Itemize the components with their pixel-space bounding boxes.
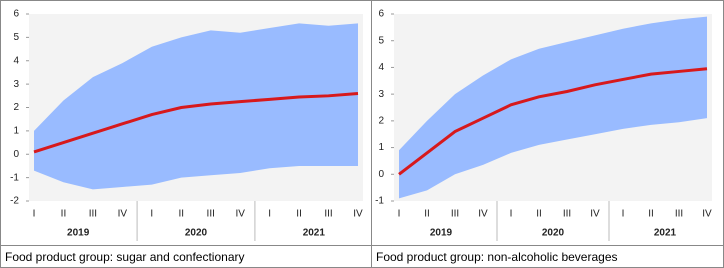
x-tick-label: IV bbox=[353, 209, 363, 220]
central-line bbox=[33, 91, 359, 154]
year-label: 2020 bbox=[542, 228, 565, 239]
panel: -2 -1 0 1 2 3 4 5 6 I II III IV I II III IV I II III IV 2019 2… bbox=[1, 1, 372, 267]
x-tick-label: II bbox=[648, 209, 654, 220]
x-tick-label: III bbox=[563, 209, 571, 220]
x-tick-label: I bbox=[150, 209, 153, 220]
x-tick-label: I bbox=[33, 209, 36, 220]
x-tick-label: I bbox=[268, 209, 271, 220]
x-tick-label: III bbox=[451, 209, 459, 220]
y-tick-label: 1 bbox=[13, 126, 19, 137]
confidence-band bbox=[399, 16, 707, 199]
x-tick-label: IV bbox=[118, 209, 128, 220]
y-tick-label: 5 bbox=[378, 35, 384, 46]
x-tick-label: II bbox=[536, 209, 542, 220]
panel: -1 0 1 2 3 4 5 6 I II III IV I II III IV I II III IV 2019 202… bbox=[372, 1, 723, 267]
y-tick-label: -2 bbox=[10, 196, 19, 207]
y-tick-label: -1 bbox=[10, 172, 19, 183]
x-tick-label: II bbox=[424, 209, 430, 220]
x-tick-label: II bbox=[296, 209, 302, 220]
x-tick-label: IV bbox=[478, 209, 488, 220]
year-label: 2019 bbox=[430, 228, 453, 239]
x-tick-label: III bbox=[89, 209, 97, 220]
x-tick-label: I bbox=[622, 209, 625, 220]
y-tick-label: 2 bbox=[13, 102, 19, 113]
y-tick-label: 3 bbox=[378, 89, 384, 100]
y-tick-label: 4 bbox=[378, 62, 384, 73]
y-tick-label: 6 bbox=[378, 9, 384, 20]
y-tick-label: 0 bbox=[13, 149, 19, 160]
x-tick-label: III bbox=[675, 209, 683, 220]
x-tick-label: IV bbox=[590, 209, 600, 220]
x-tick-label: I bbox=[398, 209, 401, 220]
year-label: 2019 bbox=[67, 228, 90, 239]
y-tick-label: 1 bbox=[378, 142, 384, 153]
x-tick-label: II bbox=[178, 209, 184, 220]
x-tick-label: II bbox=[61, 209, 67, 220]
x-tick-label: IV bbox=[235, 209, 245, 220]
y-tick-label: 2 bbox=[378, 115, 384, 126]
x-tick-label: III bbox=[324, 209, 332, 220]
y-tick-label: 4 bbox=[13, 55, 19, 66]
x-tick-label: III bbox=[207, 209, 215, 220]
y-tick-label: 6 bbox=[13, 9, 19, 20]
year-label: 2020 bbox=[185, 228, 208, 239]
y-tick-label: -1 bbox=[375, 196, 384, 207]
y-tick-label: 0 bbox=[378, 169, 384, 180]
caption: Food product group: sugar and confection… bbox=[1, 245, 371, 267]
caption: Food product group: non-alcoholic bevera… bbox=[372, 245, 723, 267]
year-label: 2021 bbox=[654, 228, 677, 239]
central-line bbox=[398, 67, 708, 176]
y-tick-label: 3 bbox=[13, 79, 19, 90]
y-tick-label: 5 bbox=[13, 32, 19, 43]
year-label: 2021 bbox=[303, 228, 326, 239]
x-tick-label: I bbox=[510, 209, 513, 220]
x-tick-label: IV bbox=[702, 209, 712, 220]
